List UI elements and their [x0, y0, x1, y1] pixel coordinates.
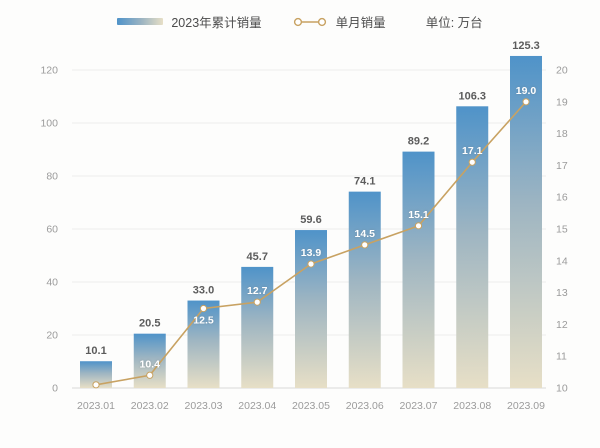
bar-2023.04: [241, 266, 274, 388]
line-marker: [414, 222, 423, 230]
bar-2023.09: [510, 55, 542, 389]
bar-2023.07: [402, 151, 435, 388]
legend-bar-label: 2023年累计销量: [171, 16, 262, 30]
line-marker: [199, 304, 208, 313]
left-axis-tick-label: 20: [46, 330, 58, 342]
line-value-label: 15.1: [408, 209, 429, 221]
line-value-label: 10.4: [140, 358, 161, 370]
right-axis-tick-label: 17: [556, 160, 568, 172]
bar-2023.05: [295, 230, 327, 388]
bar-value-label: 10.1: [85, 345, 106, 357]
bar-value-label: 125.3: [512, 40, 540, 52]
line-value-label: 12.7: [247, 285, 268, 297]
line-value-label: 13.9: [301, 247, 322, 259]
right-axis-tick-label: 15: [556, 224, 568, 236]
line-marker: [92, 381, 100, 389]
bar-value-label: 89.2: [408, 136, 429, 148]
bar-value-label: 33.0: [193, 285, 214, 297]
x-axis-label: 2023.05: [292, 400, 330, 412]
line-marker: [146, 371, 154, 379]
line-marker: [361, 241, 369, 249]
x-axis-label: 2023.02: [131, 400, 169, 412]
bar-value-label: 59.6: [300, 214, 321, 226]
x-axis-label: 2023.03: [185, 400, 223, 412]
legend-item-cumulative: 2023年累计销量: [117, 12, 262, 31]
right-axis-tick-label: 12: [556, 319, 568, 331]
bar-2023.03: [187, 300, 220, 388]
x-axis-label: 2023.06: [346, 400, 384, 412]
bar-value-label: 45.7: [247, 251, 268, 263]
left-axis-tick-label: 80: [46, 171, 58, 183]
line-value-label: 14.5: [355, 228, 376, 240]
x-axis-label: 2023.04: [238, 400, 276, 412]
right-axis-tick-label: 20: [556, 65, 568, 77]
line-marker: [522, 98, 530, 106]
bar-value-label: 74.1: [354, 176, 375, 188]
right-axis-tick-label: 19: [556, 96, 568, 108]
line-value-label: 17.1: [462, 145, 483, 157]
bar-2023.08: [456, 106, 489, 389]
right-axis-tick-label: 13: [556, 287, 568, 299]
left-axis-tick-label: 120: [40, 65, 58, 77]
x-axis-label: 2023.07: [400, 400, 438, 412]
line-marker-icon: [293, 17, 326, 26]
x-axis-label: 2023.01: [77, 400, 115, 412]
right-axis-tick-label: 16: [556, 192, 568, 204]
right-axis-tick-label: 18: [556, 128, 568, 140]
chart-legend: 2023年累计销量 单月销量 单位: 万台: [0, 12, 600, 31]
left-axis-tick-label: 60: [46, 224, 58, 236]
bar-value-label: 20.5: [139, 318, 160, 330]
unit-label: 单位: 万台: [425, 16, 483, 30]
left-axis-tick-label: 0: [52, 383, 58, 395]
bar-value-label: 106.3: [458, 90, 486, 102]
right-axis-tick-label: 10: [556, 383, 568, 395]
bar-gradient-swatch-icon: [117, 18, 164, 25]
x-axis-label: 2023.08: [453, 400, 491, 412]
line-marker: [253, 298, 261, 306]
line-value-label: 19.0: [516, 85, 537, 97]
left-axis-tick-label: 100: [40, 118, 58, 130]
x-axis-label: 2023.09: [507, 400, 545, 412]
legend-line-label: 单月销量: [335, 16, 386, 30]
left-axis-tick-label: 40: [46, 277, 58, 289]
line-marker: [307, 260, 315, 268]
legend-item-monthly: 单月销量: [292, 12, 386, 31]
line-marker: [468, 158, 476, 166]
right-axis-tick-label: 11: [556, 351, 567, 363]
line-value-label: 12.5: [193, 315, 214, 327]
bar-2023.06: [348, 191, 381, 388]
right-axis-tick-label: 14: [556, 255, 568, 267]
